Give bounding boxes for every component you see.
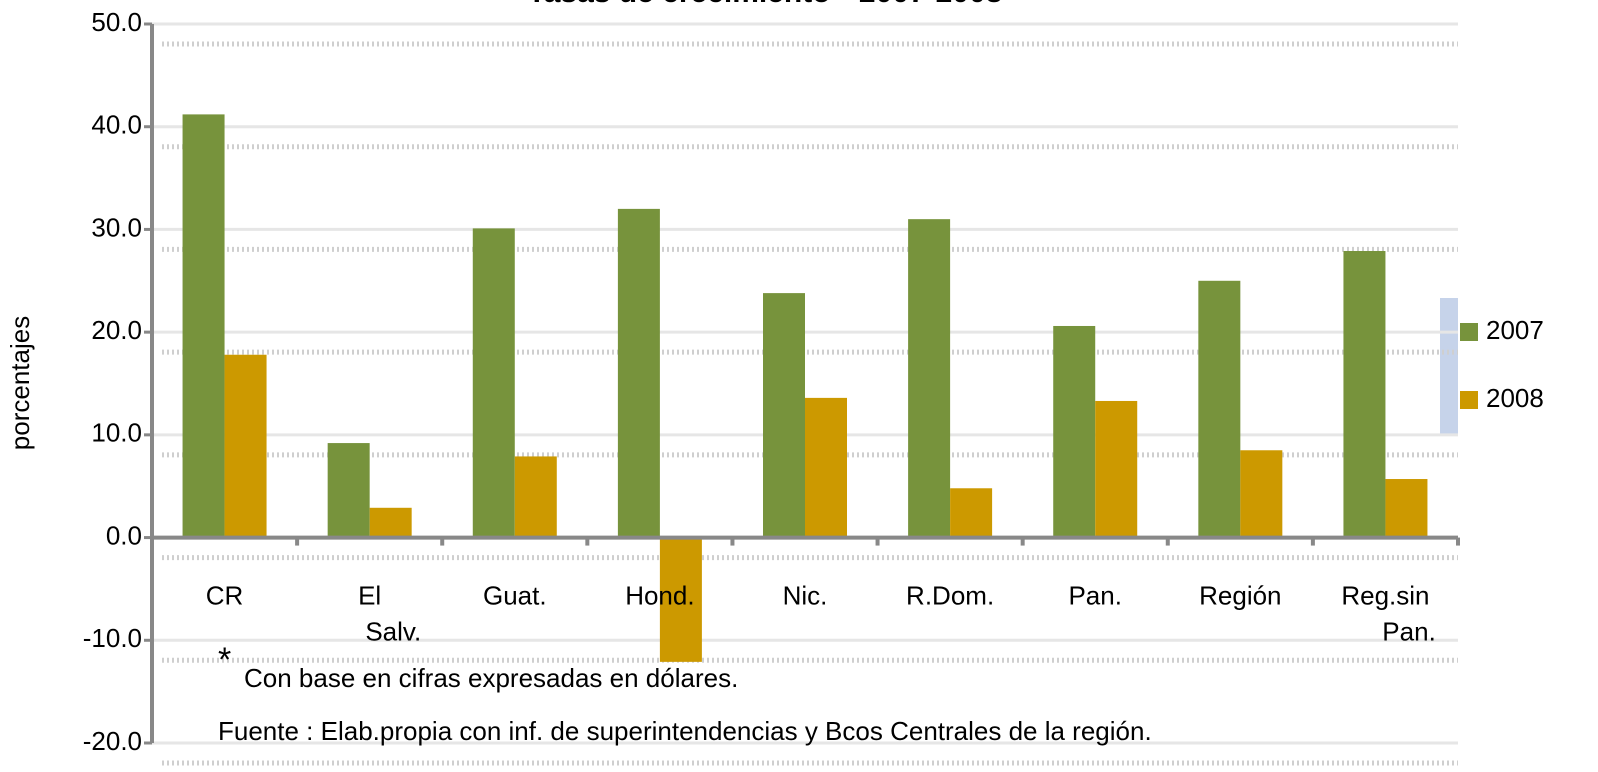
bar [1053,325,1096,538]
x-tick-label: Pan. [1068,580,1122,610]
bar [1240,450,1283,538]
bar [1198,280,1241,538]
y-axis-label: porcentajes [5,316,35,450]
source: Fuente : Elab.propia con inf. de superin… [218,716,1152,746]
legend-swatch [1460,391,1478,409]
y-tick-label: -10.0 [83,623,142,653]
x-tick-label: Nic. [783,580,828,610]
bar [659,537,702,662]
bar [950,488,993,538]
y-tick-label: 0.0 [106,520,142,550]
bar [763,293,805,538]
x-tick-label: Región [1199,580,1281,610]
note: Con base en cifras expresadas en dólares… [244,663,738,693]
y-tick-label: -20.0 [83,726,142,756]
y-tick-label: 30.0 [91,212,142,242]
legend-label: 2007 [1486,315,1544,345]
bar [369,507,412,538]
bar [327,443,370,538]
y-tick-label: 20.0 [91,315,142,345]
x-tick-label: Guat. [483,580,547,610]
legend-label: 2008 [1486,383,1544,413]
bar [224,354,267,538]
legend-frame [1440,298,1458,434]
x-tick-label: CR [206,580,244,610]
bar [1095,400,1138,538]
bar [514,456,557,538]
y-tick-label: 50.0 [91,7,142,37]
bar [182,114,225,538]
y-tick-label: 40.0 [91,110,142,140]
x-tick-label: Reg.sin Pan. [1341,580,1435,646]
legend-swatch [1460,323,1478,341]
note-star: * [218,641,231,679]
bar [472,228,515,538]
x-tick-label: R.Dom. [906,580,994,610]
bar [805,397,847,538]
bar [1385,479,1428,538]
chart-title: Tasas de crecimiento * 2007-2008 [528,0,1003,9]
x-tick-label: Hond. [625,580,694,610]
bar [1343,250,1386,538]
y-tick-label: 10.0 [91,418,142,448]
bar [908,219,951,538]
x-tick-label: El Salv. [358,580,421,646]
notes: * Con base en cifras expresadas en dólar… [218,641,1152,746]
bar [617,208,660,538]
